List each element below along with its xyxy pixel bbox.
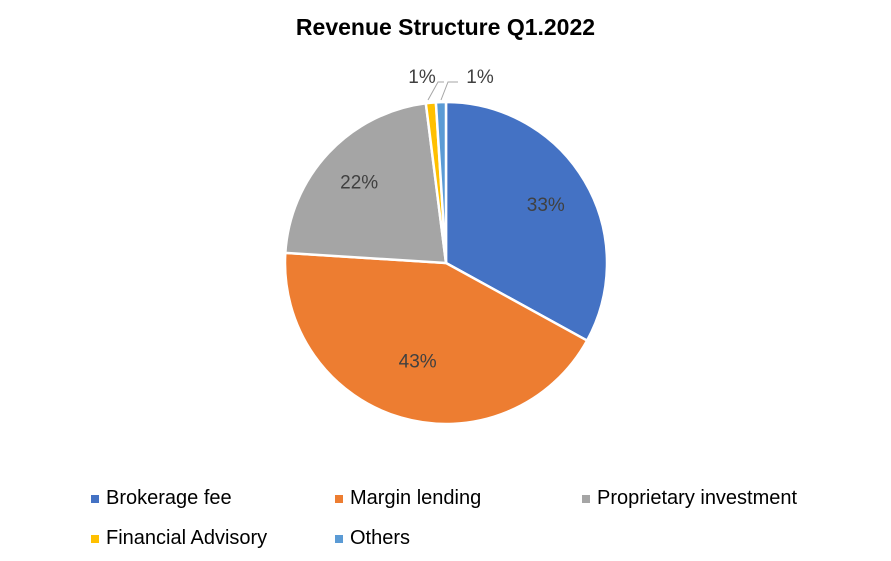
- data-label: 1%: [466, 67, 494, 88]
- legend-swatch: [582, 494, 590, 503]
- legend-label: Financial Advisory: [106, 527, 268, 549]
- legend-swatch: [335, 494, 343, 503]
- legend-item: Others: [335, 527, 410, 550]
- legend-label: Margin lending: [350, 487, 482, 509]
- chart-title: Revenue Structure Q1.2022: [295, 14, 596, 40]
- legend-label: Others: [350, 527, 411, 549]
- legend-item: Margin lending: [335, 487, 481, 510]
- legend-swatch: [91, 494, 99, 503]
- legend-swatch: [335, 534, 343, 543]
- legend-item: Financial Advisory: [91, 527, 267, 550]
- pie-slice-proprietary-investment: [283, 101, 448, 265]
- leader-line: [440, 81, 458, 101]
- leader-line: [427, 81, 444, 101]
- data-label: 1%: [408, 67, 436, 88]
- data-label: 33%: [527, 195, 565, 216]
- pie-slice-brokerage-fee: [444, 100, 609, 343]
- legend-item: Proprietary investment: [582, 487, 797, 510]
- legend-label: Proprietary investment: [597, 487, 798, 509]
- pie-slice-margin-lending: [283, 251, 589, 426]
- legend-swatch: [91, 534, 99, 543]
- data-label: 22%: [340, 172, 378, 193]
- pie-slice-others: [434, 100, 448, 264]
- legend-item: Brokerage fee: [91, 487, 232, 510]
- data-label: 43%: [399, 351, 437, 372]
- legend-label: Brokerage fee: [106, 487, 232, 509]
